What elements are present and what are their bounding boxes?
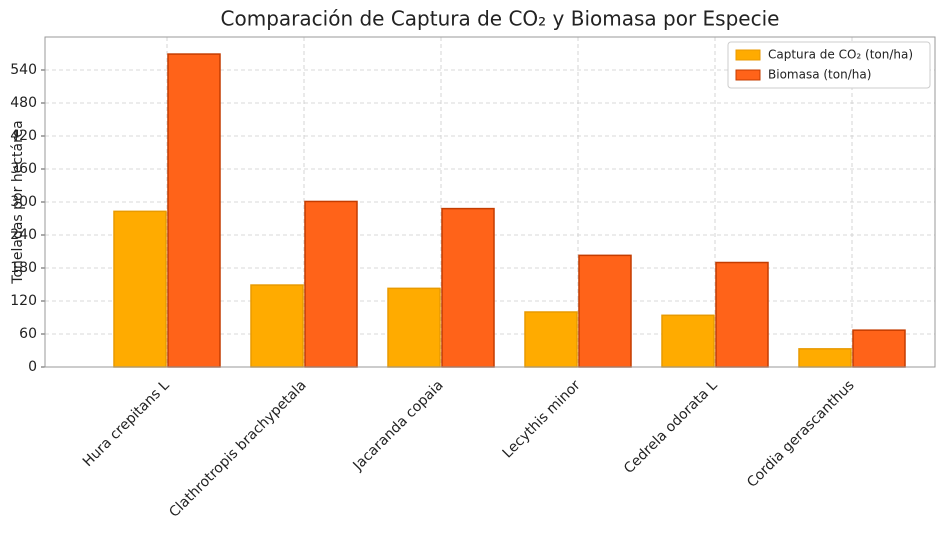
bar bbox=[387, 287, 441, 368]
bar bbox=[798, 348, 852, 368]
chart-title: Comparación de Captura de CO₂ y Biomasa … bbox=[221, 7, 780, 31]
bar bbox=[715, 261, 769, 368]
y-tick-label: 240 bbox=[10, 227, 37, 243]
x-tick-label: Lecythis minor bbox=[500, 377, 584, 461]
y-tick-label: 180 bbox=[10, 260, 37, 276]
y-axis-label: Toneladas por hectárea bbox=[10, 120, 26, 284]
y-tick-label: 480 bbox=[10, 95, 37, 111]
legend-swatch bbox=[735, 69, 761, 81]
y-tick-label: 360 bbox=[10, 161, 37, 177]
bar bbox=[661, 314, 715, 368]
y-tick-label: 60 bbox=[19, 326, 37, 342]
bar bbox=[441, 207, 495, 368]
bar bbox=[113, 210, 167, 368]
legend-swatch bbox=[735, 49, 761, 61]
x-tick-label: Cordia gerascanthus bbox=[744, 377, 857, 490]
legend-label: Captura de CO₂ (ton/ha) bbox=[768, 48, 913, 62]
legend-label: Biomasa (ton/ha) bbox=[768, 68, 871, 82]
x-tick-label: Cedrela odorata L bbox=[621, 377, 721, 477]
bar bbox=[852, 329, 906, 368]
legend-box bbox=[727, 41, 931, 89]
plot-frame bbox=[44, 36, 936, 368]
x-tick-label: Jacaranda copaia bbox=[350, 377, 447, 474]
legend: Captura de CO₂ (ton/ha) Biomasa (ton/ha) bbox=[727, 41, 931, 89]
y-tick-label: 120 bbox=[10, 293, 37, 309]
y-tick-label: 300 bbox=[10, 194, 37, 210]
bar bbox=[524, 311, 578, 368]
x-tick-label: Hura crepitans L bbox=[80, 377, 173, 470]
y-tick-label: 420 bbox=[10, 128, 37, 144]
x-tick-label: Clathrotropis brachypetala bbox=[166, 377, 309, 520]
bar bbox=[304, 200, 358, 368]
y-tick-label: 540 bbox=[10, 62, 37, 78]
bar bbox=[578, 254, 632, 368]
bar bbox=[167, 53, 221, 368]
bar bbox=[250, 284, 304, 368]
y-tick-label: 0 bbox=[28, 359, 37, 375]
